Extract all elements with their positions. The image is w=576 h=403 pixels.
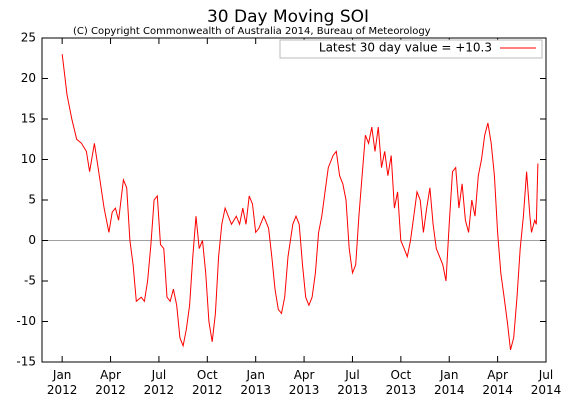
y-tick-label: 25 xyxy=(21,31,36,45)
y-tick-label: 15 xyxy=(21,112,36,126)
legend-label: Latest 30 day value = +10.3 xyxy=(319,41,492,55)
x-tick-label: Oct 2012 xyxy=(192,368,223,397)
x-tick-label: Apr 2014 xyxy=(482,368,513,397)
legend-box xyxy=(279,39,543,59)
chart-subtitle: (C) Copyright Commonwealth of Australia … xyxy=(73,26,431,37)
y-tick-label: 5 xyxy=(28,193,36,207)
series-line xyxy=(61,54,539,351)
x-tick-label: Jul 2014 xyxy=(531,368,562,397)
x-tick-label: Apr 2012 xyxy=(95,368,126,397)
x-tick-label: Jan 2012 xyxy=(47,368,78,397)
x-tick-label: Jul 2013 xyxy=(337,368,368,397)
legend: Latest 30 day value = +10.3 xyxy=(279,39,543,59)
y-tick-label: 20 xyxy=(21,71,36,85)
y-tick-label: -15 xyxy=(16,355,36,369)
y-tick-label: -10 xyxy=(16,314,36,328)
chart-title: 30 Day Moving SOI xyxy=(207,7,369,27)
x-tick-label: Jan 2013 xyxy=(240,368,271,397)
x-tick-label: Jan 2014 xyxy=(434,368,465,397)
plot-frame xyxy=(41,37,547,363)
x-tick-label: Oct 2013 xyxy=(386,368,417,397)
x-tick-label: Jul 2012 xyxy=(144,368,175,397)
x-tick-label: Apr 2013 xyxy=(289,368,320,397)
y-tick-label: 0 xyxy=(28,233,36,247)
y-tick-label: 10 xyxy=(21,152,36,166)
y-tick-label: -5 xyxy=(24,274,36,288)
